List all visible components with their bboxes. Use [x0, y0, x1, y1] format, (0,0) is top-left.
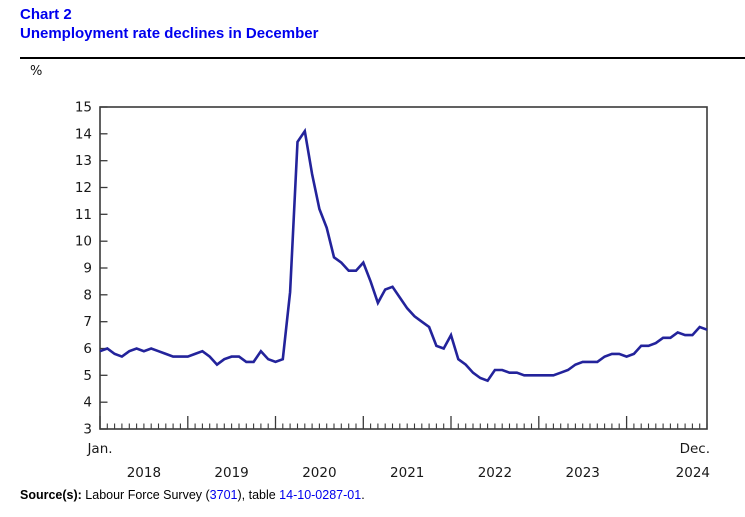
- x-axis-year-label: 2024: [676, 465, 710, 481]
- y-axis-tick-label: 6: [83, 341, 92, 357]
- chart-header: Chart 2 Unemployment rate declines in De…: [20, 5, 725, 43]
- y-axis-tick-label: 11: [75, 207, 92, 223]
- y-axis-tick-label: 14: [75, 126, 92, 142]
- x-axis-year-label: 2018: [127, 465, 161, 481]
- plot-frame: [99, 106, 708, 430]
- source-label: Source(s):: [20, 488, 82, 502]
- unemployment-rate-line: [99, 127, 708, 383]
- title-divider: [20, 57, 745, 59]
- y-axis-tick-label: 7: [83, 314, 92, 330]
- y-axis-tick-label: 12: [75, 180, 92, 196]
- y-axis-tick-label: 3: [83, 422, 92, 438]
- y-axis-tick-label: 10: [75, 234, 92, 250]
- x-axis-year-label: 2023: [566, 465, 600, 481]
- chart-title: Unemployment rate declines in December: [20, 25, 319, 42]
- y-axis-tick-label: 9: [83, 261, 92, 277]
- source-text-2: ), table: [237, 488, 280, 502]
- source-text-3: .: [361, 488, 365, 502]
- source-link-3701[interactable]: 3701: [209, 488, 238, 502]
- x-axis-year-label: 2022: [478, 465, 512, 481]
- x-axis-year-label: 2020: [302, 465, 336, 481]
- y-axis-tick-label: 13: [75, 153, 92, 169]
- source-link-table[interactable]: 14-10-0287-01: [279, 488, 362, 502]
- x-axis-year-label: 2021: [390, 465, 424, 481]
- y-axis-tick-label: 8: [83, 287, 92, 303]
- y-axis-tick-label: 4: [83, 395, 92, 411]
- y-axis-unit-label: %: [30, 64, 43, 79]
- x-axis-first-month-label: Jan.: [86, 441, 112, 457]
- source-text-1: Labour Force Survey (: [81, 488, 210, 502]
- chart-number: Chart 2: [20, 6, 72, 23]
- source-line: Source(s): Labour Force Survey (3701), t…: [20, 488, 365, 502]
- x-axis-year-label: 2019: [214, 465, 248, 481]
- y-axis-tick-label: 5: [83, 368, 92, 384]
- x-axis-last-month-label: Dec.: [680, 441, 710, 457]
- y-axis-tick-label: 15: [75, 100, 92, 116]
